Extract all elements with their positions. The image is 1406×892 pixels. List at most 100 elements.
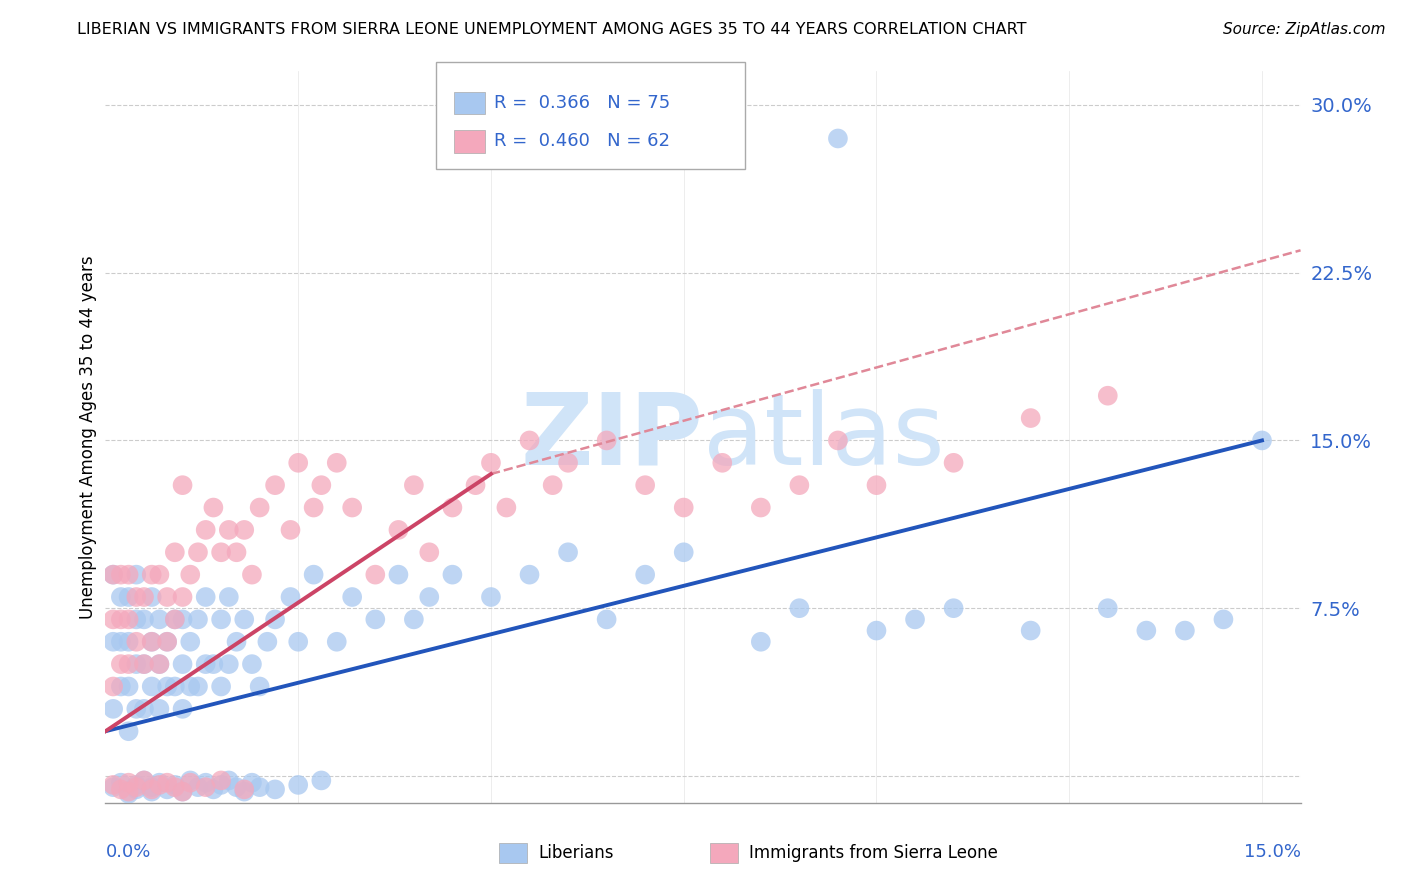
Point <box>163 612 186 626</box>
Point <box>172 784 194 798</box>
Point <box>117 612 139 626</box>
Point <box>225 545 247 559</box>
Point <box>942 456 965 470</box>
Point <box>264 478 287 492</box>
Point <box>172 590 194 604</box>
Point <box>256 634 278 648</box>
Point <box>541 478 564 492</box>
Point <box>117 724 139 739</box>
Point <box>479 590 502 604</box>
Text: Liberians: Liberians <box>538 844 614 862</box>
Point <box>194 775 217 789</box>
Point <box>172 784 194 798</box>
Point <box>441 567 464 582</box>
Point <box>340 590 363 604</box>
Point <box>418 590 440 604</box>
Text: Source: ZipAtlas.com: Source: ZipAtlas.com <box>1223 22 1386 37</box>
Point <box>163 780 186 794</box>
Text: ZIP: ZIP <box>520 389 703 485</box>
Point <box>789 601 811 615</box>
Point <box>125 782 148 797</box>
Point <box>364 567 387 582</box>
Point <box>110 567 132 582</box>
Point <box>148 657 170 672</box>
Point <box>302 567 325 582</box>
Point <box>249 500 271 515</box>
Point <box>942 601 965 615</box>
Point <box>141 782 163 797</box>
Point <box>117 680 139 694</box>
Point <box>132 657 155 672</box>
Point <box>132 773 155 788</box>
Point <box>280 523 302 537</box>
Point <box>1097 601 1119 615</box>
Text: 0.0%: 0.0% <box>105 843 150 861</box>
Point <box>364 612 387 626</box>
Point <box>156 634 179 648</box>
Point <box>125 702 148 716</box>
Point <box>117 634 139 648</box>
Y-axis label: Unemployment Among Ages 35 to 44 years: Unemployment Among Ages 35 to 44 years <box>79 255 97 619</box>
Point <box>187 680 209 694</box>
Point <box>125 778 148 792</box>
Point <box>117 787 139 801</box>
Point <box>132 612 155 626</box>
Point <box>141 634 163 648</box>
Point <box>141 780 163 794</box>
Point <box>179 634 201 648</box>
Point <box>117 590 139 604</box>
Point <box>117 657 139 672</box>
Point <box>187 780 209 794</box>
Point <box>110 680 132 694</box>
Point <box>402 612 425 626</box>
Point <box>302 500 325 515</box>
Point <box>125 657 148 672</box>
Point <box>110 775 132 789</box>
Point <box>202 657 225 672</box>
Point <box>148 657 170 672</box>
Point <box>156 680 179 694</box>
Point <box>179 773 201 788</box>
Point <box>264 612 287 626</box>
Point <box>101 780 124 794</box>
Point <box>789 478 811 492</box>
Point <box>194 780 217 794</box>
Point <box>148 778 170 792</box>
Point <box>101 567 124 582</box>
Point <box>749 634 772 648</box>
Point <box>172 657 194 672</box>
Point <box>904 612 927 626</box>
Point <box>172 612 194 626</box>
Point <box>326 456 349 470</box>
Point <box>519 434 541 448</box>
Point <box>634 567 657 582</box>
Point <box>156 775 179 789</box>
Point <box>132 702 155 716</box>
Point <box>557 456 579 470</box>
Point <box>326 634 349 648</box>
Point <box>240 567 263 582</box>
Point <box>125 780 148 794</box>
Point <box>1019 624 1042 638</box>
Point <box>163 545 186 559</box>
Point <box>148 702 170 716</box>
Point <box>163 680 186 694</box>
Point <box>441 500 464 515</box>
Point <box>1097 389 1119 403</box>
Point <box>280 590 302 604</box>
Point <box>287 634 309 648</box>
Point <box>672 500 695 515</box>
Point <box>202 782 225 797</box>
Point <box>110 612 132 626</box>
Point <box>287 778 309 792</box>
Point <box>187 545 209 559</box>
Point <box>148 612 170 626</box>
Point <box>163 778 186 792</box>
Point <box>340 500 363 515</box>
Point <box>101 702 124 716</box>
Point <box>311 478 333 492</box>
Point <box>672 545 695 559</box>
Point <box>240 775 263 789</box>
Point <box>101 680 124 694</box>
Point <box>557 545 579 559</box>
